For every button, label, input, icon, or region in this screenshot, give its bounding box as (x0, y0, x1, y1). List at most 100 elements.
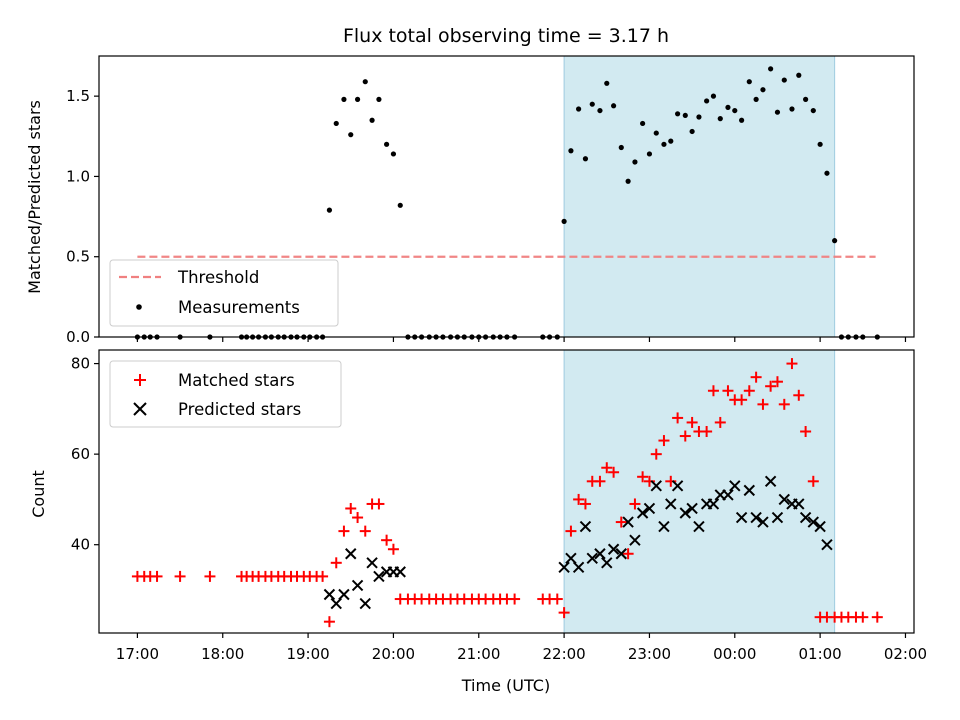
count-highlight-span (563, 349, 836, 634)
matched-star-point (786, 358, 798, 370)
measurement-point (768, 66, 774, 72)
measurement-point (653, 130, 659, 136)
matched-star-point (771, 376, 783, 388)
predicted-star-point (607, 543, 620, 555)
measurement-point (803, 96, 809, 102)
measurement-point (561, 218, 567, 224)
matched-star-point (672, 412, 684, 424)
measurement-point (390, 151, 397, 157)
predicted-star-point (394, 566, 406, 578)
matched-star-point (650, 448, 662, 460)
legend-threshold-label: Threshold (177, 268, 259, 287)
matched-star-point (387, 543, 399, 555)
predicted-star-point (671, 480, 684, 492)
axes-frame (98, 55, 915, 338)
predicted-star-point (750, 511, 762, 524)
predicted-star-point (359, 597, 371, 610)
y-tick-label: 40 (71, 536, 90, 554)
predicted-star-point (579, 520, 592, 533)
matched-star-point (352, 512, 364, 524)
x-tick-label: 02:00 (884, 645, 927, 663)
predicted-star-point (658, 520, 670, 533)
predicted-star-point (735, 511, 748, 524)
predicted-star-point (821, 538, 833, 551)
measurement-point (696, 114, 702, 120)
matched-star-point (330, 557, 342, 569)
y-tick-label: 0.0 (66, 328, 90, 346)
matched-star-point (736, 394, 748, 406)
predicted-star-point (636, 507, 649, 519)
count-y-axis-label: Count (29, 470, 48, 518)
matched-star-point (714, 416, 726, 428)
matched-star-point (857, 611, 869, 623)
matched-star-point (722, 385, 734, 397)
matched-star-point (750, 371, 762, 383)
measurement-point (739, 117, 745, 123)
ratio-legend-box (109, 259, 339, 327)
x-tick-label: 00:00 (713, 645, 756, 663)
matched-star-point (743, 385, 755, 397)
matched-star-point (174, 570, 186, 582)
measurement-point (789, 106, 795, 112)
predicted-star-point (799, 511, 812, 524)
measurement-point (625, 178, 631, 184)
matched-star-point (793, 389, 805, 401)
predicted-star-point (650, 480, 662, 492)
x-tick-label: 18:00 (201, 645, 244, 663)
legend-matched-label: Matched stars (178, 371, 295, 390)
measurement-point (824, 170, 830, 176)
measurement-point (725, 104, 731, 110)
matched-star-point (151, 570, 163, 582)
matched-star-point (579, 498, 591, 510)
ratio-highlight-span (563, 55, 836, 338)
matched-star-point (204, 570, 216, 582)
predicted-star-point (729, 480, 741, 492)
matched-star-point (373, 498, 385, 510)
measurement-point (746, 79, 752, 85)
matched-star-point (800, 426, 812, 438)
measurement-point (397, 202, 403, 208)
ratio-panel: 0.0 0.5 1.0 1.5 Matched/Predicted stars Thr… (25, 55, 915, 346)
measurement-point (796, 72, 802, 78)
y-tick-label: 1.0 (66, 167, 90, 185)
count-panel: 40 60 80 17:00 18:00 19:00 20:00 21:00 22:00 23:0… (29, 349, 927, 695)
matched-star-point (323, 616, 335, 628)
measurement-point (774, 109, 781, 115)
predicted-star-point (707, 498, 720, 510)
predicted-star-point (679, 507, 691, 519)
predicted-star-point (323, 588, 336, 601)
measurement-point (710, 93, 717, 99)
ratio-y-axis-label: Matched/Predicted stars (25, 100, 44, 294)
matched-star-point (871, 611, 883, 623)
predicted-star-point (764, 475, 777, 488)
measurement-point (661, 141, 667, 147)
measurement-point (646, 151, 653, 157)
matched-star-point (558, 607, 570, 619)
predicted-star-point (743, 484, 756, 497)
measurement-point (760, 87, 766, 93)
measurement-point (675, 111, 681, 117)
x-tick-label: 17:00 (116, 645, 159, 663)
measurement-point (640, 120, 646, 127)
measurement-point (354, 96, 361, 102)
matched-star-point (629, 498, 641, 510)
predicted-star-point (615, 548, 627, 560)
predicted-star-point (771, 511, 784, 524)
legend-predicted-label: Predicted stars (178, 400, 301, 419)
y-tick-label: 1.5 (66, 87, 90, 105)
matched-star-point (778, 398, 790, 410)
predicted-star-point (807, 516, 820, 528)
measurement-point (383, 141, 390, 147)
y-tick-label: 80 (71, 355, 90, 373)
x-tick-label: 22:00 (542, 645, 585, 663)
matched-star-point (658, 435, 670, 447)
predicted-star-point (665, 498, 677, 510)
measurement-point (568, 148, 574, 154)
predicted-star-point (351, 579, 364, 592)
count-legend: Matched stars Predicted stars (109, 360, 342, 428)
matched-star-point (757, 398, 769, 410)
measurement-point (576, 106, 582, 112)
predicted-star-point (594, 548, 606, 560)
measurement-point (717, 116, 723, 122)
measurement-point (348, 132, 354, 138)
